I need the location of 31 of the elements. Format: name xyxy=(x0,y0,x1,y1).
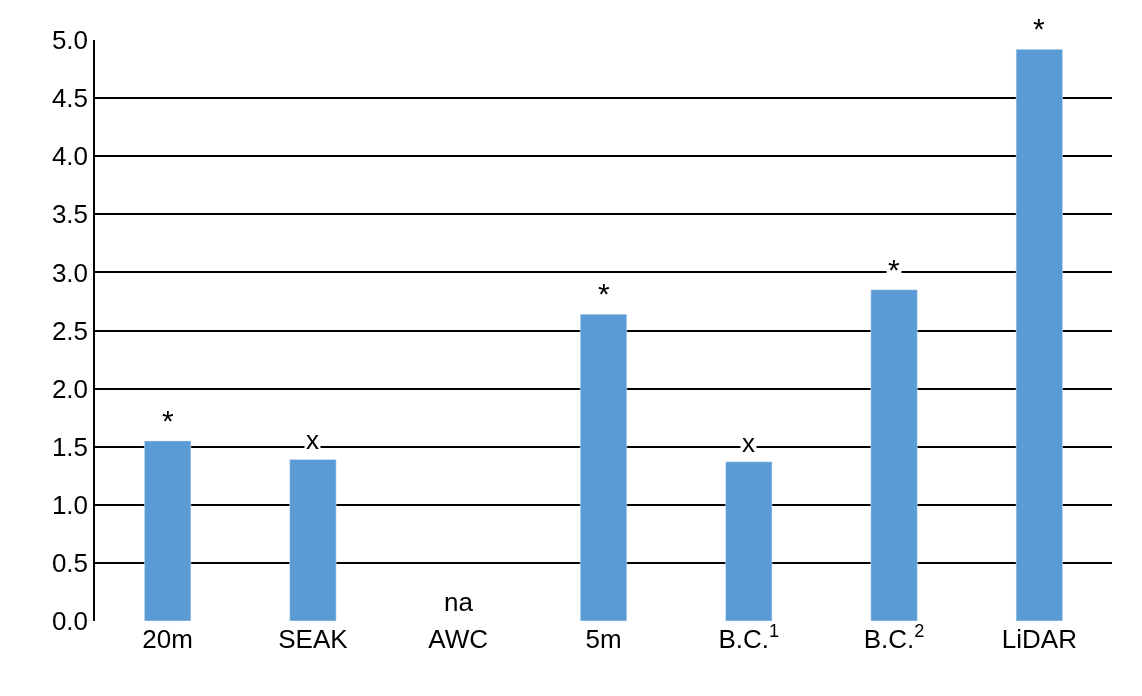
x-tick-label: SEAK xyxy=(278,624,349,654)
data-label: * xyxy=(162,404,174,437)
text: na xyxy=(444,587,473,617)
x-tick-label: B.C.$^{2}$ xyxy=(863,621,925,654)
y-tick-label: 0.5 xyxy=(51,548,89,578)
y-tick-label: 4.0 xyxy=(51,141,89,172)
x-tick-label: LiDAR xyxy=(1001,624,1077,654)
y-tick-label: 2.0 xyxy=(51,373,89,404)
y-tick-label: 0.0 xyxy=(51,606,89,637)
bar xyxy=(580,313,627,621)
y-tick-label: 4.5 xyxy=(51,83,89,114)
data-label: * xyxy=(1033,12,1045,45)
data-label: x xyxy=(306,425,319,455)
y-tick-label: 2.5 xyxy=(51,315,89,346)
y-tick-label: 3.0 xyxy=(51,257,89,288)
y-tick-label: 3.5 xyxy=(51,199,89,230)
data-label: * xyxy=(598,277,610,310)
x-tick-label: 20m xyxy=(142,624,193,654)
y-tick-label: 1.5 xyxy=(51,431,89,462)
bar xyxy=(1015,49,1063,621)
y-tick-label: 1.0 xyxy=(51,489,89,520)
data-label: * xyxy=(888,253,900,286)
bar xyxy=(289,459,337,621)
x-tick-label: 5m xyxy=(585,624,622,654)
bar xyxy=(144,440,192,621)
x-tick-label: AWC xyxy=(428,624,489,654)
x-tick-label: B.C.$^{1}$ xyxy=(718,621,780,654)
bar xyxy=(725,461,773,621)
bar xyxy=(870,289,918,621)
y-tick-label: 5.0 xyxy=(51,25,89,56)
data-label: x xyxy=(742,428,755,458)
